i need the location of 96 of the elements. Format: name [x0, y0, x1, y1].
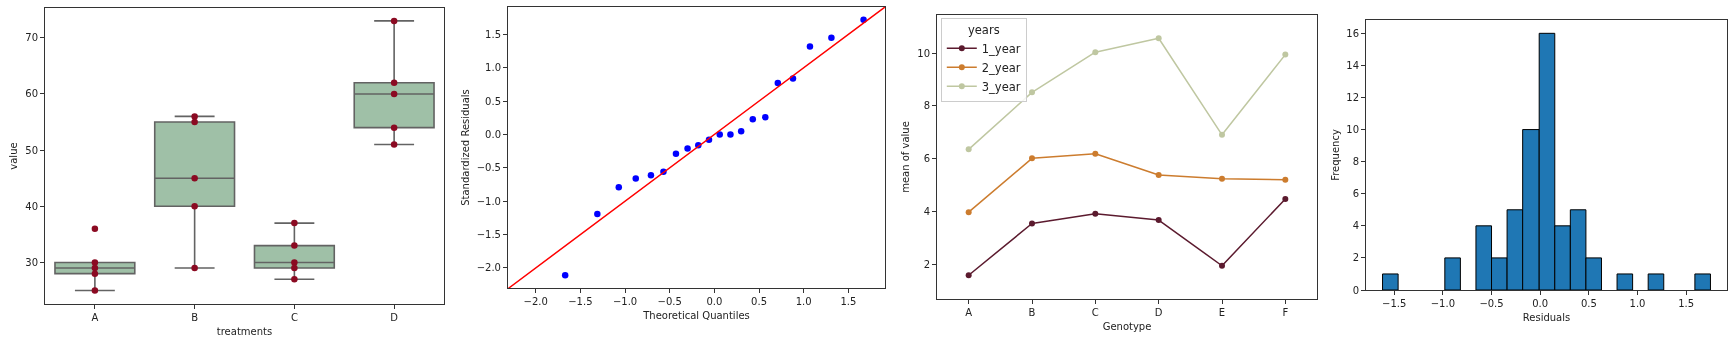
x-tick-label: −1.0: [612, 296, 638, 307]
y-tick-label: −1.5: [476, 229, 501, 241]
point: [762, 113, 769, 121]
legend-title: years: [967, 22, 1000, 37]
point: [1155, 217, 1162, 224]
y-tick-label: 14: [1346, 59, 1359, 71]
x-tick-label: −1.0: [1430, 298, 1456, 309]
point: [672, 150, 680, 158]
y-tick-label: 6: [923, 153, 930, 165]
point: [647, 171, 655, 179]
x-tick-label: C: [1091, 307, 1099, 318]
y-tick-label: 1.5: [485, 28, 501, 40]
y-tick-label: 10: [1346, 124, 1359, 136]
x-tick-label: −1.5: [568, 296, 593, 307]
x-tick-label: A: [91, 312, 99, 323]
x-tick-label: B: [191, 312, 199, 323]
point: [1029, 89, 1035, 96]
point: [806, 43, 814, 50]
y-tick-label: 4: [923, 205, 930, 217]
y-tick-label: 4: [1352, 220, 1359, 232]
point: [1029, 155, 1035, 162]
point: [828, 34, 835, 41]
x-tick-label: 0.5: [1580, 298, 1597, 309]
point: [1155, 171, 1162, 178]
y-axis-title: Frequency: [1330, 129, 1341, 181]
y-tick-label: 6: [1352, 188, 1359, 200]
x-tick-label: 1.0: [795, 296, 812, 307]
point: [1092, 150, 1099, 157]
x-tick-label: D: [390, 312, 399, 323]
point: [1219, 175, 1225, 182]
x-tick-label: 0.5: [751, 296, 767, 307]
y-tick-label: −2.0: [476, 262, 501, 274]
x-tick-label: −0.5: [657, 296, 682, 307]
point: [615, 183, 623, 191]
y-tick-label: −1.0: [476, 195, 501, 207]
y-tick-label: 50: [25, 144, 38, 156]
x-tick-label: F: [1282, 307, 1289, 318]
point: [1092, 210, 1099, 217]
y-tick-label: 8: [1352, 156, 1359, 168]
point: [1219, 131, 1225, 138]
legend-label: 1_year: [981, 41, 1021, 56]
x-tick-label: −1.5: [1382, 298, 1407, 309]
point: [727, 131, 734, 138]
x-tick-label: 1.0: [1629, 298, 1646, 309]
x-axis-title: Theoretical Quantiles: [642, 309, 750, 321]
y-tick-label: 2: [923, 258, 930, 270]
y-tick-label: 12: [1346, 91, 1359, 103]
point: [1155, 35, 1162, 42]
point: [737, 127, 745, 135]
y-tick-label: 10: [917, 47, 930, 59]
x-tick-label: −0.5: [1479, 298, 1504, 309]
y-tick-label: 0: [1352, 284, 1359, 296]
x-tick-label: C: [290, 312, 298, 323]
point: [965, 146, 972, 153]
point: [1092, 49, 1099, 56]
y-tick-label: 8: [923, 100, 930, 112]
legend-label: 2_year: [981, 60, 1021, 75]
x-axis-title: treatments: [216, 325, 273, 337]
point: [965, 209, 972, 216]
y-axis-title: mean of value: [900, 121, 912, 193]
point: [965, 272, 972, 279]
y-tick-label: 16: [1346, 27, 1359, 39]
point: [632, 175, 639, 182]
point: [1029, 220, 1035, 227]
y-axis-title: Standardized Residuals: [459, 89, 471, 206]
x-tick-label: 1.5: [1678, 298, 1695, 309]
y-tick-label: 60: [25, 88, 38, 100]
y-tick-label: −0.5: [476, 162, 501, 174]
point: [1282, 176, 1289, 183]
x-tick-label: −2.0: [523, 296, 548, 307]
point: [561, 272, 569, 279]
point: [774, 79, 782, 87]
y-tick-label: 70: [25, 32, 38, 44]
x-tick-label: B: [1028, 307, 1036, 318]
y-tick-label: 0.5: [485, 95, 501, 107]
y-tick-label: 1.0: [485, 62, 501, 74]
y-axis-title: value: [8, 142, 20, 170]
x-tick-label: A: [965, 307, 973, 318]
legend-label: 3_year: [981, 79, 1021, 94]
y-tick-label: 2: [1352, 252, 1359, 264]
point: [1219, 262, 1225, 269]
x-axis-title: Genotype: [1102, 320, 1152, 332]
point: [1282, 51, 1289, 58]
point: [749, 115, 757, 123]
y-tick-label: 0.0: [485, 128, 501, 140]
x-tick-label: D: [1154, 307, 1163, 318]
x-tick-label: 1.5: [840, 296, 857, 307]
x-tick-label: 0.0: [1532, 298, 1549, 309]
x-axis-title: Residuals: [1522, 311, 1571, 323]
point: [1282, 195, 1289, 202]
x-tick-label: 0.0: [706, 296, 723, 307]
y-tick-label: 30: [25, 256, 38, 268]
y-tick-label: 40: [25, 200, 38, 212]
point: [594, 210, 601, 218]
x-tick-label: E: [1218, 307, 1226, 318]
point: [684, 145, 691, 152]
